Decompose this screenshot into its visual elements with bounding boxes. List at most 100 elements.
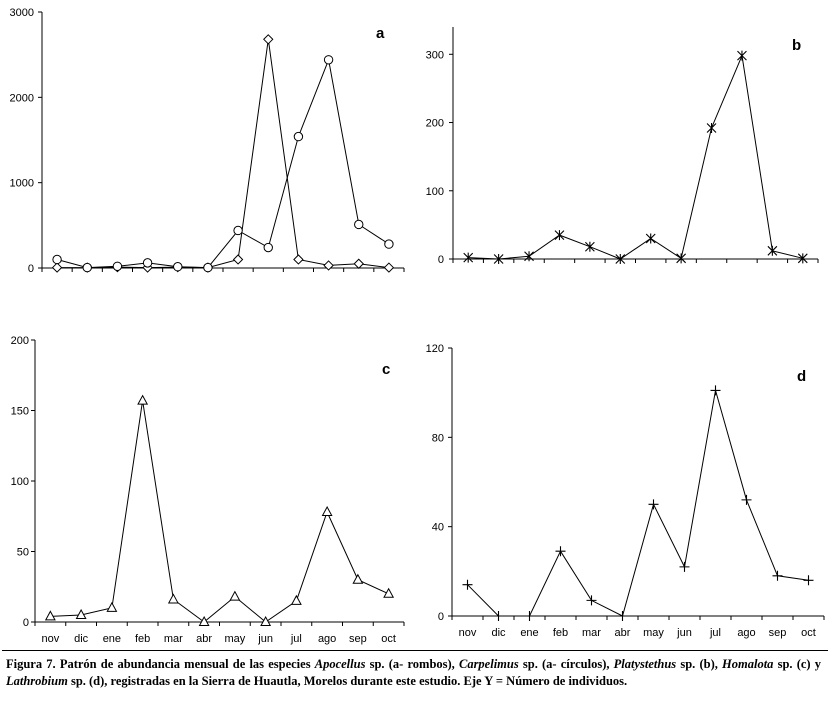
- data-point-triangle: [75, 608, 87, 619]
- caption-species-name: Apocellus: [314, 657, 366, 671]
- x-tick-label: jul: [290, 633, 302, 645]
- data-point-diamond: [51, 262, 63, 273]
- x-tick-label: dic: [74, 633, 89, 645]
- data-point-diamond: [263, 34, 274, 45]
- data-point-diamond: [353, 258, 364, 269]
- data-point-plus: [679, 561, 690, 572]
- data-point-triangle: [137, 394, 149, 405]
- data-point-triangle: [321, 505, 333, 517]
- y-tick-label: 200: [11, 335, 29, 347]
- chart-panel-d: 0 40 80 120 nov dic ene feb mar abr may jun jul ago se…: [426, 343, 825, 639]
- x-tick-label: mar: [582, 627, 601, 639]
- data-point-asterisk: [676, 253, 687, 264]
- x-tick-label: feb: [553, 627, 568, 639]
- data-point-asterisk: [584, 241, 595, 252]
- data-point-asterisk: [645, 233, 656, 244]
- x-tick-label: oct: [381, 633, 396, 645]
- caption-species-name: Lathrobium: [6, 673, 68, 688]
- caption-species-name: Platystethus: [613, 657, 677, 671]
- caption-segment: sp. (a- rombos),: [365, 657, 459, 671]
- data-point-plus: [462, 579, 473, 590]
- data-point-circle: [203, 262, 213, 273]
- data-point-circle: [293, 131, 304, 142]
- data-point-asterisk: [463, 252, 474, 263]
- data-point-asterisk: [615, 254, 626, 264]
- data-point-plus: [524, 611, 535, 621]
- x-tick-label: jun: [676, 627, 692, 639]
- data-point-asterisk: [706, 122, 717, 133]
- x-tick-label: may: [643, 627, 664, 639]
- x-tick-label: nov: [42, 633, 60, 645]
- x-tick-label: sep: [769, 627, 787, 639]
- caption-segment: sp. (a- círculos),: [518, 657, 614, 671]
- data-point-plus: [741, 494, 752, 505]
- caption-label: Figura 7.: [6, 657, 56, 671]
- caption-divider: [2, 650, 828, 651]
- x-tick-label: dic: [491, 627, 506, 639]
- caption-segment: sp. (d), registradas en la Sierra de Hua…: [67, 673, 628, 688]
- data-point-triangle: [260, 615, 272, 626]
- y-tick-label: 3000: [10, 7, 34, 19]
- data-point-triangle: [198, 615, 210, 626]
- chart-panel-b: 0 100 200 300 b: [426, 27, 819, 266]
- chart-panel-a: 0 1000 2000 3000 a: [10, 7, 405, 275]
- data-point-plus: [803, 575, 814, 586]
- y-tick-label: 150: [11, 406, 29, 418]
- x-tick-label: nov: [459, 627, 477, 639]
- y-tick-label: 80: [432, 432, 444, 444]
- x-tick-label: oct: [801, 627, 816, 639]
- data-point-circle: [354, 219, 364, 230]
- x-tick-label: feb: [135, 633, 150, 645]
- data-point-circle: [82, 262, 92, 273]
- data-point-triangle: [290, 594, 302, 605]
- x-tick-label: may: [224, 633, 245, 645]
- x-tick-label: jul: [709, 627, 721, 639]
- panel-label: a: [376, 25, 385, 42]
- y-tick-label: 2000: [10, 92, 34, 104]
- x-tick-label: ene: [103, 633, 121, 645]
- data-point-triangle: [352, 573, 364, 584]
- x-tick-label: sep: [349, 633, 367, 645]
- y-tick-label: 1000: [10, 178, 34, 190]
- x-tick-label: ago: [737, 627, 755, 639]
- series-line-star: [468, 53, 803, 260]
- data-point-diamond: [383, 262, 395, 273]
- data-point-diamond: [232, 254, 244, 265]
- y-tick-label: 0: [438, 254, 444, 266]
- x-tick-label: jun: [257, 633, 273, 645]
- data-point-triangle: [383, 587, 395, 598]
- panel-label: c: [382, 361, 390, 378]
- y-tick-label: 200: [426, 118, 444, 130]
- caption-segment: Patrón de abundancia mensual de las espe…: [55, 657, 315, 671]
- y-tick-label: 40: [432, 522, 444, 534]
- x-tick-label: abr: [615, 627, 631, 639]
- data-point-circle: [263, 242, 273, 253]
- data-point-circle: [112, 261, 123, 271]
- data-point-asterisk: [524, 251, 534, 262]
- x-tick-label: mar: [164, 633, 183, 645]
- data-point-circle: [173, 262, 183, 272]
- data-point-triangle: [106, 601, 118, 612]
- data-point-plus: [772, 570, 783, 581]
- data-point-triangle: [44, 610, 56, 621]
- data-point-circle: [142, 258, 153, 268]
- y-tick-label: 300: [426, 49, 444, 61]
- series-line-diamond: [57, 39, 389, 269]
- data-point-circle: [233, 225, 243, 236]
- panel-label: b: [792, 37, 801, 54]
- chart-panel-c: 0 50 100 150 200 nov dic ene feb mar abr may jun jul a…: [11, 335, 405, 645]
- data-point-asterisk: [493, 254, 504, 264]
- panel-label: d: [797, 368, 806, 385]
- data-point-diamond: [323, 260, 334, 271]
- y-tick-label: 50: [17, 547, 29, 559]
- data-point-plus: [648, 499, 659, 510]
- data-point-triangle: [167, 593, 179, 604]
- data-point-circle: [323, 55, 334, 65]
- data-point-asterisk: [554, 230, 565, 241]
- data-point-triangle: [229, 590, 241, 601]
- y-tick-label: 100: [11, 476, 29, 488]
- data-point-circle: [384, 239, 394, 249]
- x-tick-label: ago: [318, 633, 336, 645]
- caption-segment: sp. (b),: [676, 657, 723, 671]
- y-tick-label: 120: [426, 343, 444, 355]
